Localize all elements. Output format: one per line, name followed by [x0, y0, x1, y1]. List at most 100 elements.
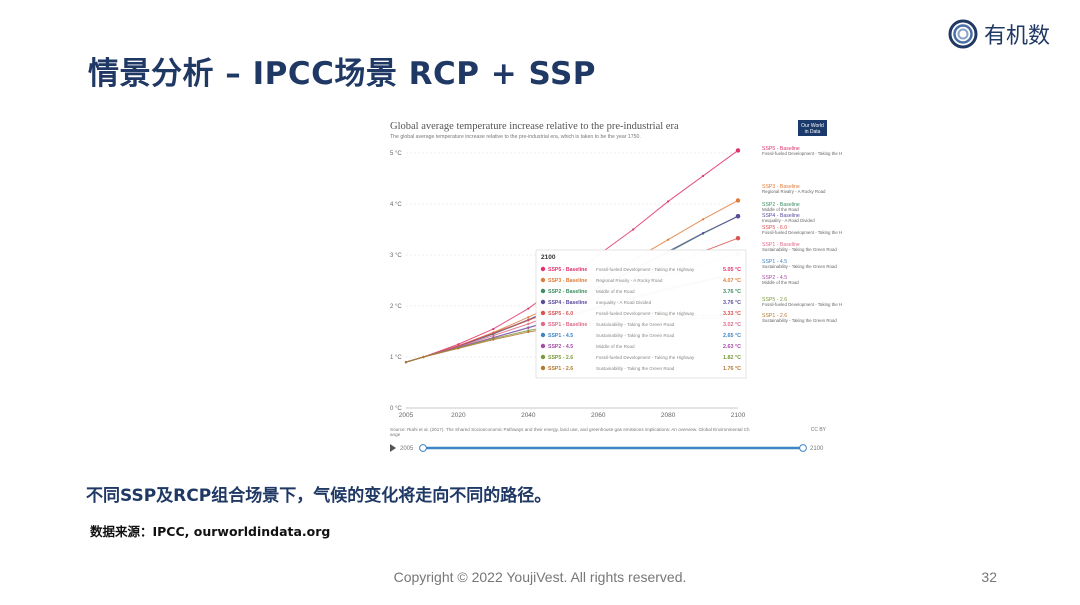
series-point	[457, 347, 460, 350]
series-point	[492, 334, 495, 337]
chart-title: Global average temperature increase rela…	[390, 121, 679, 132]
tooltip-row-scenario: SSP5 - 2.6	[548, 355, 573, 361]
tooltip-row-scenario: SSP1 - 2.6	[548, 366, 573, 372]
tooltip-row-scenario: SSP2 - Baseline	[548, 289, 587, 295]
x-tick-label: 2040	[521, 412, 536, 419]
series-end-marker	[735, 235, 741, 241]
tooltip-row-dot	[540, 365, 546, 371]
brand-name: 有机数	[983, 24, 1050, 49]
end-label-desc: Sustainability - Taking the Green Road	[762, 247, 837, 252]
tooltip-row-narrative: Regional Rivalry - A Rocky Road	[596, 278, 663, 283]
series-point	[701, 231, 705, 235]
slide-caption: 不同SSP及RCP组合场景下，气候的变化将走向不同的路径。	[86, 486, 552, 506]
end-label-name: SSP1 - Baseline	[762, 242, 800, 248]
tooltip-row-value: 1.76 °C	[723, 366, 741, 372]
end-label-name: SSP2 - Baseline	[762, 202, 800, 208]
series-point	[492, 331, 495, 335]
series-point	[701, 218, 705, 221]
source-note-line-1: Source: Riahi et al. (2017). The Shared …	[390, 427, 750, 432]
series-point	[404, 361, 408, 364]
tooltip-row-value: 3.76 °C	[723, 300, 741, 306]
brand: 有机数	[948, 18, 1050, 50]
chart-subtitle: The global average temperature increase …	[390, 134, 641, 140]
play-icon[interactable]	[390, 444, 396, 452]
end-label-desc: Middle of the Road	[762, 207, 799, 212]
end-label-desc: Inequality - A Road Divided	[762, 218, 815, 223]
series-point	[527, 307, 530, 310]
data-source: 数据来源：IPCC, ourworldindata.org	[90, 524, 331, 539]
end-label-desc: Fossil-fueled Development - Taking the H…	[762, 230, 842, 235]
end-label-name: SSP1 - 4.5	[762, 259, 787, 265]
tooltip-row-scenario: SSP4 - Baseline	[548, 300, 587, 306]
series-point	[492, 327, 495, 331]
license-label: CC BY	[811, 427, 827, 433]
y-tick-label: 3 °C	[390, 253, 402, 259]
end-label-desc: Sustainability - Taking the Green Road	[762, 318, 837, 323]
y-tick-label: 2 °C	[390, 304, 402, 310]
x-tick-label: 2060	[591, 412, 606, 419]
x-tick-label: 2080	[661, 412, 676, 419]
temperature-chart: Global average temperature increase rela…	[390, 120, 842, 452]
tooltip-row-scenario: SSP5 - 6.0	[548, 311, 573, 317]
owid-badge	[798, 120, 827, 136]
tooltip-row-dot	[540, 332, 546, 338]
tooltip-row-value: 5.05 °C	[723, 267, 741, 273]
end-label-desc: Sustainability - Taking the Green Road	[762, 264, 837, 269]
tooltip-row-scenario: SSP1 - 4.5	[548, 333, 573, 339]
copyright-footer: Copyright © 2022 YoujiVest. All rights r…	[393, 569, 687, 585]
series-point	[457, 343, 460, 346]
series-point	[632, 228, 635, 231]
timeline-end-handle[interactable]	[799, 444, 807, 452]
source-note-line-2: ange	[390, 432, 401, 437]
tooltip-row-narrative: Sustainability - Taking the Green Road	[596, 333, 675, 338]
tooltip-row-narrative: Inequality - A Road Divided	[596, 300, 652, 305]
series-point	[527, 319, 530, 322]
owid-badge-line-1: Our World	[801, 123, 824, 129]
x-tick-label: 2020	[451, 412, 466, 419]
x-tick-label: 2005	[399, 412, 414, 419]
slider-end-label: 2100	[810, 446, 824, 452]
tooltip-row-narrative: Sustainability - Taking the Green Road	[596, 366, 675, 371]
tooltip-row-value: 1.82 °C	[723, 355, 741, 361]
tooltip-row-scenario: SSP3 - Baseline	[548, 278, 587, 284]
tooltip-row-narrative: Middle of the Road	[596, 344, 635, 349]
slide-title: 情景分析 – IPCC场景 RCP + SSP	[88, 56, 597, 92]
tooltip-box	[535, 249, 747, 379]
tooltip-row-narrative: Fossil-fueled Development - Taking the H…	[596, 355, 695, 360]
page-number: 32	[981, 569, 997, 585]
tooltip-row-narrative: Fossil-fueled Development - Taking the H…	[596, 311, 695, 316]
tooltip-row-value: 3.33 °C	[723, 311, 741, 317]
series-end-marker	[735, 198, 741, 203]
concentric-rings-logo-icon	[948, 19, 978, 49]
tooltip-row-narrative: Middle of the Road	[596, 289, 635, 294]
tooltip-row-dot	[540, 310, 546, 316]
slider-start-label: 2005	[400, 446, 414, 452]
timeline-start-handle[interactable]	[419, 444, 427, 452]
tooltip-row-value: 2.63 °C	[723, 344, 741, 350]
tooltip-row-scenario: SSP2 - 4.5	[548, 344, 573, 350]
x-tick-label: 2100	[731, 412, 746, 419]
tooltip-row-dot	[540, 354, 546, 360]
tooltip-row-dot	[540, 266, 546, 272]
end-label-name: SSP5 - 2.6	[762, 297, 787, 303]
series-point	[527, 322, 530, 325]
series-point	[527, 326, 530, 330]
end-label-name: SSP3 - Baseline	[762, 184, 800, 190]
series-point	[492, 338, 495, 341]
series-point	[527, 316, 530, 319]
end-label-name: SSP4 - Baseline	[762, 213, 800, 219]
tooltip-row-dot	[540, 321, 546, 327]
tooltip-row-scenario: SSP1 - Baseline	[548, 322, 587, 328]
y-tick-label: 4 °C	[390, 202, 402, 208]
series-point	[701, 174, 705, 178]
series-point	[667, 238, 670, 241]
series-point	[527, 329, 530, 332]
tooltip-row-dot	[540, 288, 546, 294]
series-point	[527, 330, 530, 334]
end-label-desc: Regional Rivalry - A Rocky Road	[762, 189, 826, 194]
tooltip-row-dot	[540, 299, 546, 305]
tooltip-row-narrative: Sustainability - Taking the Green Road	[596, 322, 675, 327]
y-tick-label: 1 °C	[390, 355, 402, 361]
end-label-name: SSP2 - 4.5	[762, 275, 787, 281]
end-label-name: SSP5 - Baseline	[762, 146, 800, 152]
